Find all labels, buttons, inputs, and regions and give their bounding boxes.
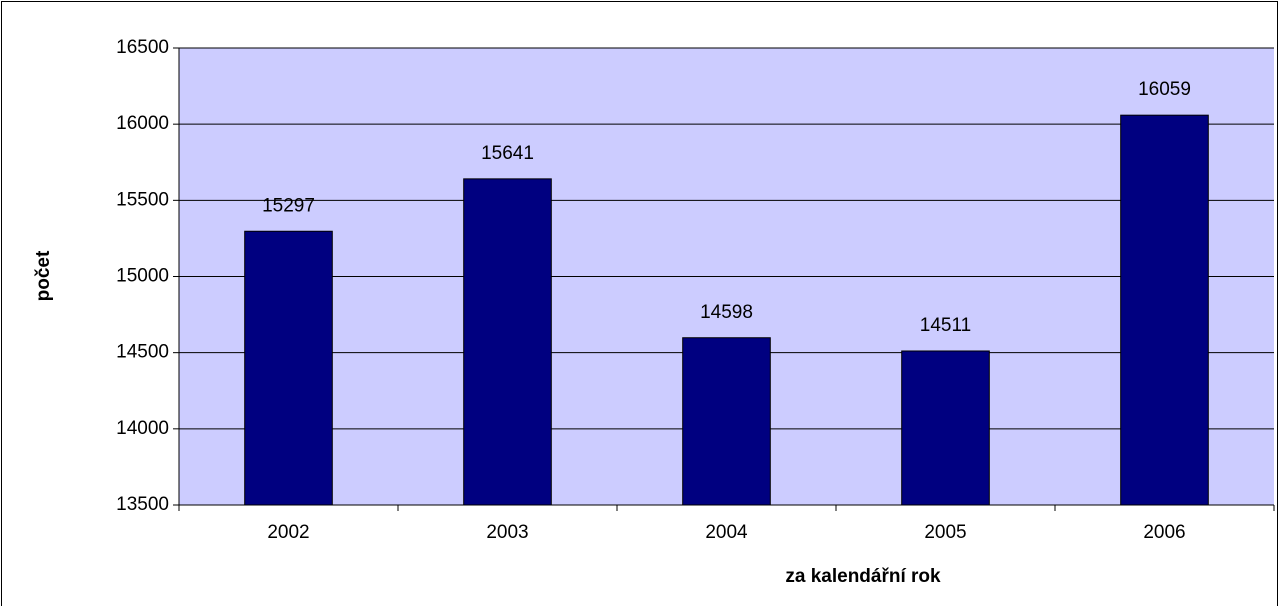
y-axis-label: počet: [33, 250, 54, 301]
x-tick-label: 2004: [705, 522, 748, 543]
data-label: 14511: [920, 315, 971, 336]
data-label: 16059: [1138, 79, 1191, 100]
x-tick-label: 2006: [1143, 522, 1185, 543]
data-label: 14598: [700, 302, 753, 323]
y-tick-label: 14000: [116, 418, 169, 439]
x-tick-label: 2003: [486, 522, 528, 543]
bar: [463, 178, 552, 506]
x-axis-label: za kalendářní rok: [785, 566, 941, 587]
y-tick-label: 15500: [116, 189, 169, 210]
y-tick-label: 16000: [116, 113, 169, 134]
y-tick-label: 16500: [116, 37, 169, 58]
y-tick-label: 15000: [116, 266, 169, 287]
bar: [244, 230, 333, 506]
data-label: 15641: [481, 143, 534, 164]
x-tick-label: 2005: [924, 522, 966, 543]
bar: [1120, 114, 1209, 506]
data-label: 15297: [262, 195, 315, 216]
x-tick-label: 2002: [267, 522, 309, 543]
bar: [682, 337, 771, 506]
y-tick-label: 14500: [116, 342, 169, 363]
bar: [901, 350, 990, 506]
y-tick-label: 13500: [116, 494, 169, 515]
